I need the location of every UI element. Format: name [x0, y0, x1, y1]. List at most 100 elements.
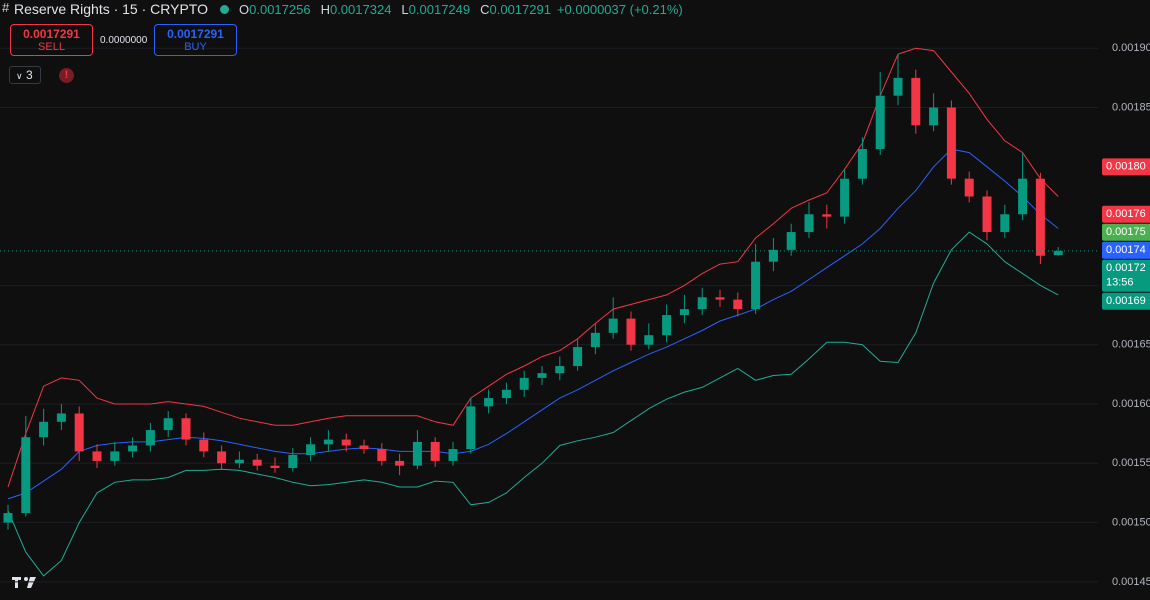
change: +0.0000037 (+0.21%): [556, 1, 683, 17]
candle-body: [697, 297, 707, 310]
candle-body: [804, 214, 814, 233]
price-badge: [1102, 241, 1150, 259]
tv-logo: [12, 577, 36, 588]
price-badge: [1102, 292, 1150, 310]
candle-body: [822, 214, 832, 217]
y-tick-label: 0.00190: [1112, 42, 1150, 54]
open-label: O: [239, 1, 250, 17]
candle-body: [626, 318, 636, 345]
candle-body: [608, 318, 618, 333]
candle-body: [145, 430, 155, 446]
high-label: H: [320, 1, 330, 17]
candle-body: [270, 465, 280, 469]
candle-body: [1000, 214, 1010, 233]
candle-body: [555, 366, 565, 374]
candle-body: [199, 439, 209, 452]
buy-label: BUY: [184, 41, 207, 53]
candle-body: [323, 439, 333, 445]
header: # Reserve Rights · 15 · CRYPTO O 0.001725…: [0, 0, 683, 18]
band-line: [7, 231, 1059, 577]
candle-body: [768, 249, 778, 262]
candle-body: [1018, 178, 1028, 215]
buy-price: 0.0017291: [167, 27, 224, 41]
countdown: 13:56: [1106, 277, 1134, 289]
candle-body: [448, 449, 458, 461]
y-tick-label: 0.00150: [1112, 516, 1150, 528]
candle-body: [857, 149, 867, 179]
candle-body: [163, 418, 173, 431]
candle-body: [128, 445, 138, 452]
candle-body: [412, 441, 422, 466]
close-value: 0.0017291: [489, 1, 551, 17]
candle-body: [359, 445, 369, 450]
candle-body: [519, 377, 529, 390]
price-badge-label: 0.00172: [1106, 262, 1146, 274]
candle-body: [875, 95, 885, 150]
sell-label: SELL: [38, 41, 65, 53]
candle-body: [430, 441, 440, 461]
candle-body: [484, 398, 494, 407]
candle-body: [929, 107, 939, 126]
candle-body: [3, 513, 13, 523]
price-badge-label: 0.00175: [1106, 226, 1146, 238]
candle-body: [715, 297, 725, 300]
price-badge: [1102, 223, 1150, 241]
close-label: C: [480, 1, 490, 17]
band-line: [7, 47, 1059, 488]
sell-button[interactable]: 0.0017291 SELL: [10, 24, 93, 56]
price-badge-label: 0.00176: [1106, 208, 1146, 220]
candle-body: [786, 232, 796, 250]
candle-body: [893, 77, 903, 96]
warning-icon[interactable]: !: [59, 68, 74, 83]
y-tick-label: 0.00160: [1112, 398, 1150, 410]
candle-body: [662, 315, 672, 336]
candle-body: [733, 299, 743, 310]
candle-body: [644, 335, 654, 345]
candle-body: [377, 449, 387, 461]
candle-body: [679, 309, 689, 316]
price-badge: [1102, 158, 1150, 176]
candle-body: [964, 178, 974, 197]
price-badge-label: 0.00169: [1106, 295, 1146, 307]
price-badge: [1102, 259, 1150, 292]
candle-body: [92, 451, 102, 461]
low-label: L: [401, 1, 409, 17]
candle-body: [74, 413, 84, 452]
candle-body: [39, 421, 49, 438]
candle-body: [982, 196, 992, 233]
candle-body: [181, 418, 191, 440]
candle-body: [573, 347, 583, 367]
candle-body: [217, 451, 227, 464]
buy-button[interactable]: 0.0017291 BUY: [154, 24, 237, 56]
candle-body: [537, 373, 547, 378]
open-value: 0.0017256: [249, 1, 311, 17]
status-dot: [220, 4, 229, 14]
candle-body: [288, 454, 298, 469]
candle-body: [840, 178, 850, 217]
candle-body: [341, 439, 351, 446]
candle-body: [946, 107, 956, 179]
sell-price: 0.0017291: [23, 27, 80, 41]
y-tick-label: 0.00185: [1112, 101, 1150, 113]
spread: 0.0000000: [100, 35, 148, 46]
y-tick-label: 0.00155: [1112, 457, 1150, 469]
candle-body: [1053, 250, 1063, 256]
candle-body: [252, 459, 262, 466]
price-badge: [1102, 205, 1150, 223]
symbol[interactable]: Reserve Rights · 15 · CRYPTO: [14, 1, 208, 17]
candle-body: [110, 451, 120, 461]
candle-body: [56, 413, 66, 422]
candle-body: [466, 406, 476, 450]
candle-body: [21, 437, 31, 514]
price-badge-label: 0.00180: [1106, 161, 1146, 173]
candle-body: [395, 460, 405, 466]
candle-body: [911, 77, 921, 126]
y-tick-label: 0.00165: [1112, 339, 1150, 351]
low-value: 0.0017249: [408, 1, 471, 17]
indicators-toggle[interactable]: ∨ 3: [9, 66, 41, 84]
indicators-count: 3: [25, 68, 33, 82]
candle-body: [590, 332, 600, 348]
candle-body: [751, 261, 761, 310]
